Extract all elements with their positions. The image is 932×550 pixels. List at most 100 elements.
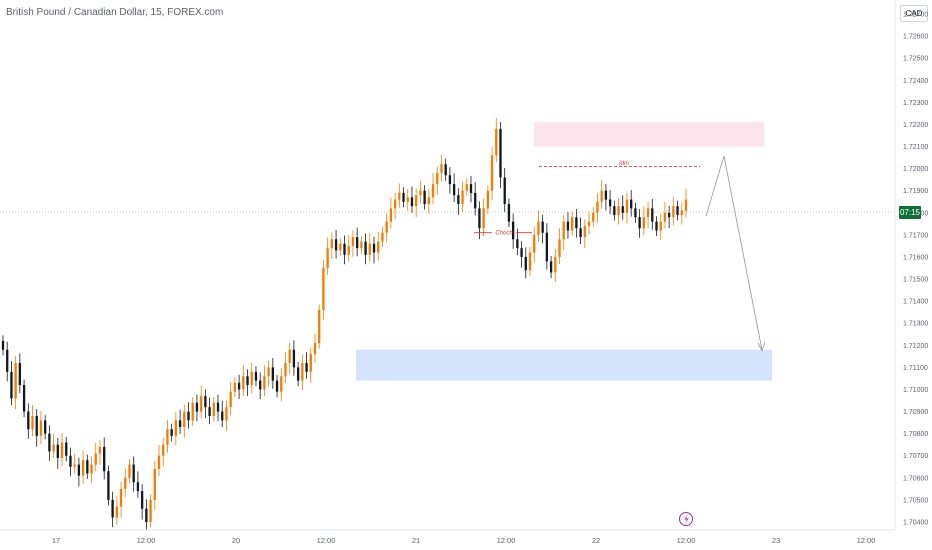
- candle-body: [533, 234, 536, 253]
- candle: [191, 397, 194, 426]
- time-tick-label: 12:00: [497, 536, 516, 545]
- candle-body: [267, 367, 270, 377]
- zones-layer: [356, 122, 772, 381]
- candle-body: [259, 380, 262, 390]
- price-tick-label: 1.72100: [903, 144, 928, 151]
- candle: [545, 223, 549, 270]
- candle-body: [90, 464, 93, 474]
- candle: [309, 347, 312, 383]
- candle: [398, 183, 401, 208]
- candle: [549, 255, 553, 278]
- candle: [136, 471, 140, 498]
- candle-body: [608, 199, 612, 207]
- price-tick-label: 1.70600: [903, 475, 928, 482]
- candle-body: [178, 420, 182, 428]
- candle-body: [275, 380, 279, 392]
- candle-body: [301, 362, 304, 381]
- candle: [634, 202, 637, 223]
- candle: [355, 227, 359, 257]
- price-tick-label: 1.71200: [903, 343, 928, 350]
- candle-body: [162, 444, 165, 456]
- candle: [174, 412, 178, 446]
- candle-body: [233, 382, 237, 392]
- lightning-icon[interactable]: [679, 512, 693, 526]
- candle-body: [174, 420, 178, 436]
- candle-body: [452, 184, 456, 196]
- candle-body: [410, 197, 414, 207]
- candle-body: [322, 268, 325, 310]
- candle: [149, 494, 152, 528]
- candle-body: [516, 239, 519, 249]
- candle-body: [296, 367, 300, 381]
- candle-body: [562, 221, 565, 240]
- candle: [157, 444, 161, 476]
- idm-label: Idm: [619, 161, 629, 167]
- candle-body: [402, 192, 405, 202]
- projection-arrowhead: [757, 341, 766, 353]
- current-price-badge: 07:15: [899, 206, 921, 219]
- candle: [431, 173, 435, 205]
- candle: [520, 241, 523, 268]
- candle-body: [334, 239, 338, 251]
- candle: [52, 433, 55, 459]
- candle: [27, 403, 30, 439]
- candle-body: [651, 208, 654, 222]
- candle-body: [638, 217, 641, 229]
- candle-body: [503, 177, 506, 204]
- price-tick-label: 1.71500: [903, 277, 928, 284]
- price-tick-label: 1.71400: [903, 299, 928, 306]
- price-tick-label: 1.71300: [903, 321, 928, 328]
- candle: [457, 188, 460, 215]
- candle: [178, 409, 182, 434]
- candle: [128, 459, 131, 484]
- candle: [69, 447, 72, 477]
- candle-body: [44, 420, 47, 434]
- candle: [600, 179, 603, 209]
- candle: [499, 122, 502, 189]
- candle-body: [596, 201, 599, 213]
- candle: [541, 214, 544, 244]
- candle-body: [98, 446, 102, 454]
- candle: [263, 365, 266, 397]
- candle: [474, 182, 477, 216]
- candle-body: [642, 217, 645, 229]
- candle: [469, 175, 473, 203]
- candle-body: [343, 243, 346, 255]
- candle: [465, 178, 468, 197]
- candle: [322, 259, 325, 320]
- candle-body: [199, 396, 203, 412]
- candle-body: [621, 206, 624, 213]
- candle: [208, 397, 211, 425]
- candle: [511, 213, 515, 249]
- candle: [562, 214, 565, 251]
- candle: [663, 201, 667, 229]
- candle: [402, 187, 405, 208]
- candle: [347, 235, 350, 262]
- price-tick-label: 1.72600: [903, 34, 928, 41]
- candle: [250, 362, 253, 394]
- currency-badge[interactable]: CAD: [900, 5, 928, 22]
- price-tick-label: 1.72700: [903, 12, 928, 19]
- candle-body: [86, 460, 89, 474]
- candle: [448, 167, 452, 194]
- candle-body: [558, 239, 561, 257]
- candle-body: [81, 460, 85, 476]
- time-tick-label: 20: [232, 536, 240, 545]
- candle-body: [246, 376, 249, 386]
- candle-body: [444, 164, 447, 176]
- candle: [676, 200, 679, 221]
- candle-body: [216, 402, 220, 412]
- candle: [284, 352, 287, 384]
- candle: [288, 342, 291, 374]
- candle: [596, 193, 599, 223]
- candle-body: [355, 237, 359, 249]
- candle-body: [145, 508, 148, 522]
- time-tick-label: 17: [52, 536, 60, 545]
- candle-body: [655, 221, 658, 231]
- candle-body: [385, 221, 388, 233]
- candle-body: [646, 208, 650, 218]
- candle: [537, 210, 540, 242]
- candle-body: [423, 190, 426, 204]
- candle: [423, 185, 426, 210]
